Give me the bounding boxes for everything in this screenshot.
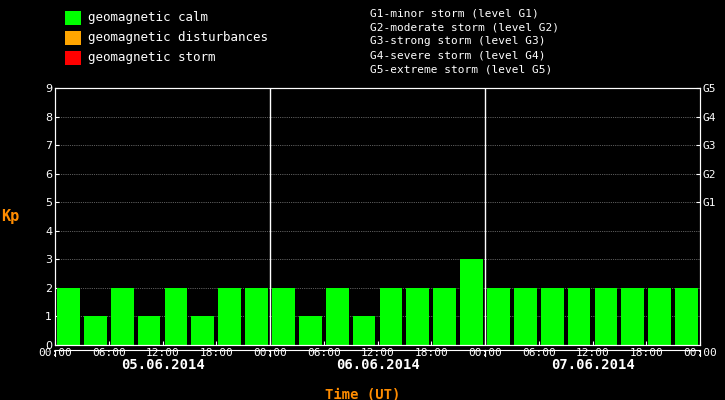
Bar <box>272 288 295 345</box>
Bar <box>352 316 376 345</box>
Text: Kp: Kp <box>1 209 20 224</box>
Bar <box>218 288 241 345</box>
Bar <box>407 288 429 345</box>
Text: 07.06.2014: 07.06.2014 <box>550 358 634 372</box>
Bar <box>191 316 214 345</box>
Bar <box>165 288 187 345</box>
Bar <box>57 288 80 345</box>
Bar <box>648 288 671 345</box>
Bar <box>514 288 536 345</box>
Bar <box>434 288 456 345</box>
Text: geomagnetic calm: geomagnetic calm <box>88 12 208 24</box>
Text: geomagnetic storm: geomagnetic storm <box>88 52 215 64</box>
Text: geomagnetic disturbances: geomagnetic disturbances <box>88 32 268 44</box>
Bar <box>460 259 483 345</box>
Text: G4-severe storm (level G4): G4-severe storm (level G4) <box>370 50 545 60</box>
Bar <box>379 288 402 345</box>
Text: Time (UT): Time (UT) <box>325 388 400 400</box>
Text: G3-strong storm (level G3): G3-strong storm (level G3) <box>370 36 545 46</box>
Text: 05.06.2014: 05.06.2014 <box>120 358 204 372</box>
Bar <box>326 288 349 345</box>
Text: G1-minor storm (level G1): G1-minor storm (level G1) <box>370 8 539 18</box>
Text: 06.06.2014: 06.06.2014 <box>336 358 419 372</box>
Bar <box>111 288 133 345</box>
Bar <box>621 288 645 345</box>
Bar <box>245 288 268 345</box>
Text: G2-moderate storm (level G2): G2-moderate storm (level G2) <box>370 22 559 32</box>
Bar <box>594 288 618 345</box>
Bar <box>675 288 698 345</box>
Bar <box>487 288 510 345</box>
Text: G5-extreme storm (level G5): G5-extreme storm (level G5) <box>370 64 552 74</box>
Bar <box>568 288 590 345</box>
Bar <box>84 316 107 345</box>
Bar <box>299 316 322 345</box>
Bar <box>138 316 160 345</box>
Bar <box>541 288 563 345</box>
